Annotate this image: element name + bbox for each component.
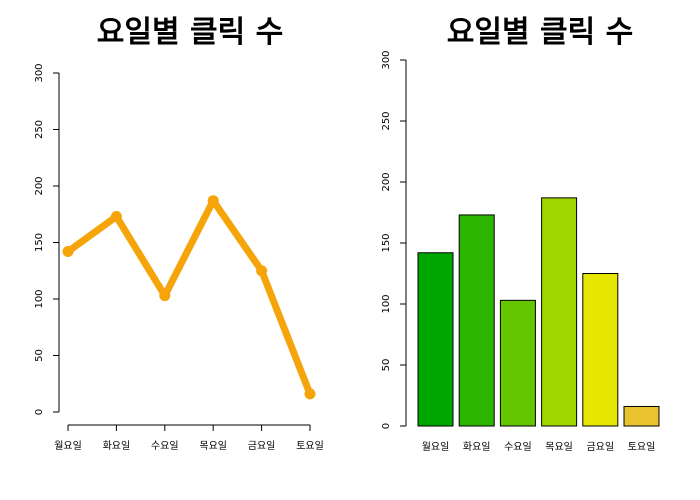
bar — [417, 252, 454, 427]
line-y-tick-label: 200 — [34, 176, 45, 195]
line-y-tick-label: 50 — [34, 349, 45, 362]
bar-chart-title: 요일별 클릭 수 — [447, 15, 634, 50]
bar — [541, 197, 578, 427]
line-chart-title: 요일별 클릭 수 — [97, 15, 284, 50]
bar-x-label: 토요일 — [628, 441, 656, 453]
line-point — [207, 195, 219, 207]
bar — [499, 299, 536, 427]
line-y-tick-label: 300 — [34, 63, 45, 82]
line-x-tick-label: 화요일 — [103, 440, 131, 452]
line-series — [62, 195, 316, 400]
bar-x-label: 수요일 — [504, 441, 532, 453]
line-x-tick-label: 목요일 — [199, 440, 227, 452]
bar — [623, 405, 660, 427]
line-point — [62, 246, 74, 258]
bar-y-tick-label: 100 — [381, 294, 392, 313]
line-point — [304, 388, 316, 400]
bar-y-tick-label: 150 — [381, 233, 392, 252]
line-point — [159, 290, 171, 302]
line-point — [110, 211, 122, 223]
line-y-tick-label: 100 — [34, 289, 45, 308]
line-y-tick-label: 0 — [34, 409, 45, 415]
bar-x-label: 화요일 — [463, 441, 491, 453]
line-x-tick-label: 수요일 — [151, 440, 179, 452]
bar-x-label: 월요일 — [422, 441, 450, 453]
bar-bars — [417, 197, 660, 427]
bar-y-tick-label: 250 — [381, 111, 392, 130]
bar — [458, 214, 495, 427]
line-series-path — [64, 197, 314, 398]
bar-x-label: 금요일 — [586, 441, 614, 453]
bar-y-tick-label: 300 — [381, 50, 392, 69]
line-y-ticks: 0 50 100 150 200 250 300 — [34, 63, 59, 415]
bar-y-ticks: 0 50 100 150 200 250 300 — [381, 50, 406, 429]
line-y-tick-label: 250 — [34, 120, 45, 139]
bar-chart: 요일별 클릭 수 0 50 100 150 200 250 300 월요일 화요일 수요일 목요일… — [381, 15, 660, 453]
bar-y-tick-label: 50 — [381, 359, 392, 372]
line-x-ticks: 월요일 화요일 수요일 목요일 금요일 토요일 — [54, 425, 324, 452]
bar-y-tick-label: 0 — [381, 423, 392, 429]
line-y-tick-label: 150 — [34, 233, 45, 252]
line-chart: 요일별 클릭 수 0 50 100 150 200 250 300 월요일 화요일 수요일 목요일… — [34, 15, 324, 452]
line-x-tick-label: 월요일 — [54, 440, 82, 452]
line-point — [256, 265, 268, 277]
bar-x-label: 목요일 — [545, 441, 573, 453]
bar-x-labels: 월요일 화요일 수요일 목요일 금요일 토요일 — [422, 441, 656, 453]
line-x-tick-label: 토요일 — [296, 440, 324, 452]
bar-y-tick-label: 200 — [381, 172, 392, 191]
line-x-tick-label: 금요일 — [248, 440, 276, 452]
bar — [582, 273, 619, 427]
